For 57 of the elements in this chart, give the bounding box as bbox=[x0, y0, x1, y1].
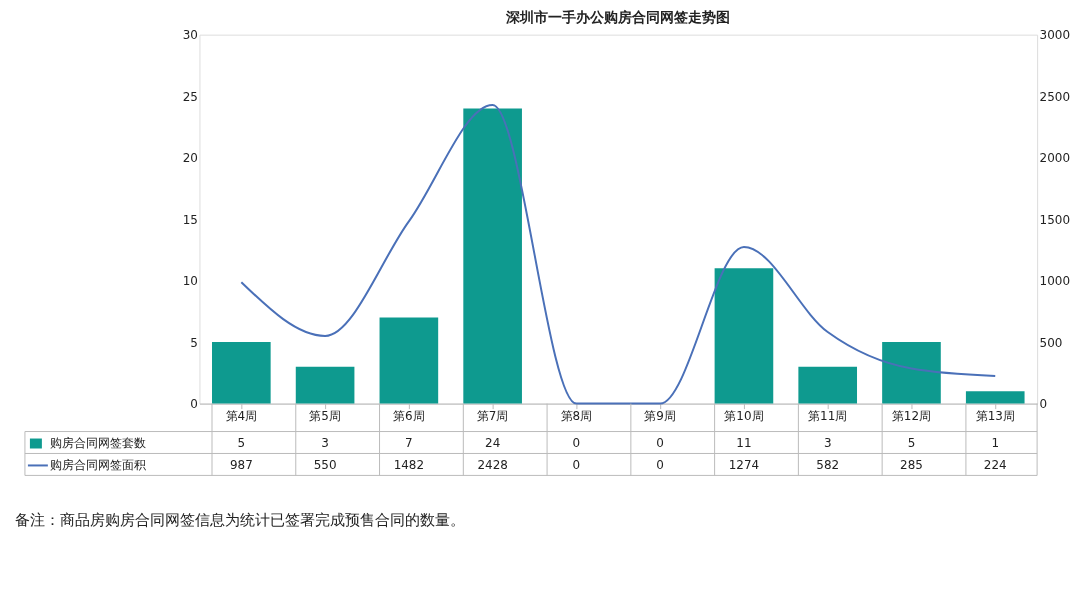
bar bbox=[798, 366, 858, 404]
data-label: 24 bbox=[485, 436, 501, 451]
y2-tick-label: 1500 bbox=[1039, 212, 1071, 227]
bar bbox=[295, 366, 355, 404]
y-tick-label: 10 bbox=[182, 274, 198, 289]
x-tick-label: 第10周 bbox=[724, 409, 764, 424]
y-tick-label: 5 bbox=[190, 335, 198, 350]
y2-tick-label: 0 bbox=[1039, 397, 1048, 412]
bar bbox=[212, 342, 271, 404]
x-tick-label: 第9周 bbox=[644, 409, 676, 424]
data-label: 1274 bbox=[728, 458, 760, 473]
data-label: 3 bbox=[321, 436, 329, 451]
x-tick-label: 第13周 bbox=[975, 409, 1015, 424]
data-label: 3 bbox=[823, 436, 832, 451]
data-label: 11 bbox=[736, 436, 752, 451]
x-tick-label: 第8周 bbox=[560, 409, 593, 424]
text: 备注：商品房购房合同网签信息为统计已签署完成预售合同的数量。 bbox=[14, 511, 465, 530]
data-label: 0 bbox=[572, 458, 581, 473]
bar bbox=[714, 268, 774, 404]
bar bbox=[882, 342, 941, 404]
y-tick-label: 30 bbox=[182, 28, 198, 43]
data-label: 7 bbox=[405, 436, 413, 451]
x-tick-label: 第7周 bbox=[476, 409, 509, 424]
data-label: 582 bbox=[816, 458, 840, 473]
y2-tick-label: 2500 bbox=[1039, 89, 1071, 104]
y-tick-label: 20 bbox=[182, 151, 198, 166]
data-label: 0 bbox=[656, 436, 664, 451]
legend-label: 购房合同网签套数 bbox=[49, 436, 146, 451]
y-tick-label: 25 bbox=[182, 89, 198, 104]
x-tick-label: 第11周 bbox=[808, 409, 848, 424]
y2-tick-label: 500 bbox=[1039, 335, 1063, 350]
data-label: 1482 bbox=[393, 458, 425, 473]
legend-label: 购房合同网签面积 bbox=[49, 458, 146, 473]
y-tick-label: 15 bbox=[182, 212, 198, 227]
data-label: 285 bbox=[900, 458, 923, 473]
line-series bbox=[240, 104, 997, 405]
y2-tick-label: 3000 bbox=[1039, 28, 1071, 43]
data-label: 5 bbox=[237, 436, 246, 451]
y2-tick-label: 2000 bbox=[1039, 151, 1071, 166]
x-tick-label: 第4周 bbox=[225, 409, 258, 424]
bar bbox=[379, 317, 439, 404]
data-label: 1 bbox=[991, 436, 1000, 451]
x-tick-label: 第12周 bbox=[891, 409, 932, 424]
data-label: 987 bbox=[229, 458, 253, 473]
chart-title: 深圳市一手办公购房合同网签走势图 bbox=[505, 8, 731, 25]
data-label: 0 bbox=[656, 458, 664, 473]
data-label: 0 bbox=[572, 436, 581, 451]
x-tick-label: 第5周 bbox=[309, 409, 341, 424]
data-label: 2428 bbox=[477, 458, 508, 473]
data-label: 224 bbox=[983, 458, 1007, 473]
y2-tick-label: 1000 bbox=[1039, 274, 1071, 289]
x-tick-label: 第6周 bbox=[393, 409, 425, 424]
bar bbox=[965, 391, 1025, 404]
data-label: 550 bbox=[313, 458, 337, 473]
data-label: 5 bbox=[907, 436, 916, 451]
bar bbox=[463, 108, 522, 404]
y-tick-label: 0 bbox=[190, 397, 198, 412]
